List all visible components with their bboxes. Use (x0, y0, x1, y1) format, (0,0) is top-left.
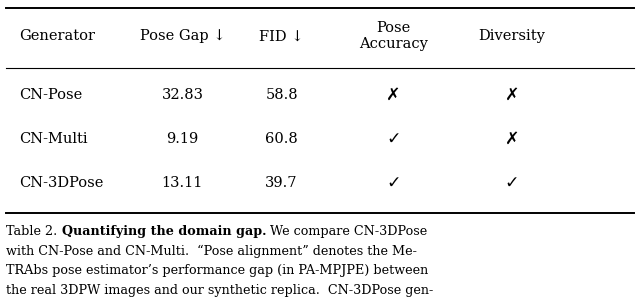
Text: Pose
Accuracy: Pose Accuracy (359, 21, 428, 51)
Text: Generator: Generator (19, 29, 95, 43)
Text: CN-3DPose: CN-3DPose (19, 176, 104, 190)
Text: CN-Multi: CN-Multi (19, 132, 88, 146)
Text: We compare CN-3DPose: We compare CN-3DPose (266, 225, 428, 238)
Text: 13.11: 13.11 (162, 176, 203, 190)
Text: ✓: ✓ (387, 174, 401, 192)
Text: Pose Gap ↓: Pose Gap ↓ (140, 29, 225, 43)
Text: with CN-Pose and CN-Multi.  “Pose alignment” denotes the Me-: with CN-Pose and CN-Multi. “Pose alignme… (6, 245, 417, 258)
Text: CN-Pose: CN-Pose (19, 88, 83, 102)
Text: 58.8: 58.8 (266, 88, 298, 102)
Text: Table 2.: Table 2. (6, 225, 61, 238)
Text: ✗: ✗ (387, 86, 401, 104)
Text: TRAbs pose estimator’s performance gap (in PA-MPJPE) between: TRAbs pose estimator’s performance gap (… (6, 264, 429, 277)
Text: 60.8: 60.8 (265, 132, 298, 146)
Text: the real 3DPW images and our synthetic replica.  CN-3DPose gen-: the real 3DPW images and our synthetic r… (6, 284, 434, 297)
Text: ✗: ✗ (505, 86, 519, 104)
Text: 9.19: 9.19 (166, 132, 198, 146)
Text: FID ↓: FID ↓ (259, 29, 304, 43)
Text: ✗: ✗ (505, 130, 519, 148)
Text: 32.83: 32.83 (161, 88, 204, 102)
Text: ✓: ✓ (387, 130, 401, 148)
Text: ✓: ✓ (505, 174, 519, 192)
Text: Diversity: Diversity (479, 29, 545, 43)
Text: 39.7: 39.7 (266, 176, 298, 190)
Text: Quantifying the domain gap.: Quantifying the domain gap. (61, 225, 266, 238)
